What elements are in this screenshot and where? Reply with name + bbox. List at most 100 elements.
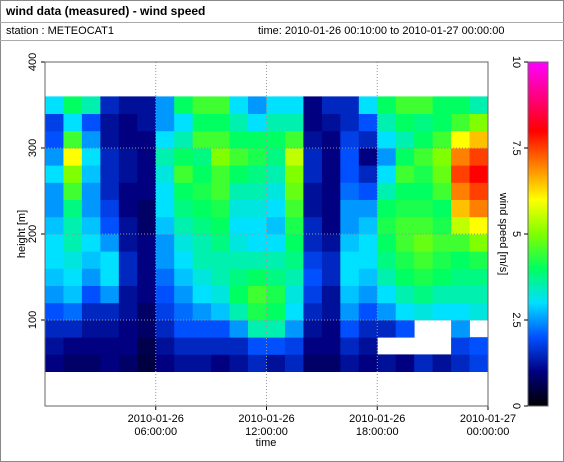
heat-cell [266, 148, 286, 166]
heat-cell [266, 182, 286, 200]
heat-cell [321, 216, 341, 235]
heat-cell [395, 302, 415, 321]
heat-cell [303, 251, 323, 269]
heat-cell [100, 113, 120, 132]
heat-cell [155, 337, 175, 355]
heat-cell [45, 320, 64, 338]
heat-cell [229, 182, 249, 200]
heat-cell [192, 354, 212, 372]
heat-cell [248, 199, 267, 218]
heat-cell [155, 130, 175, 149]
heat-cell [45, 234, 64, 252]
heat-cell [377, 199, 397, 218]
heat-cell [229, 216, 249, 235]
heat-cell [340, 199, 360, 218]
heat-cell [266, 320, 286, 338]
heat-cell [63, 302, 83, 321]
colorbar-label: wind speed [m/s] [497, 192, 509, 276]
heat-cell [451, 182, 470, 200]
heat-cell [469, 285, 489, 304]
heat-cell [63, 320, 83, 338]
heat-cell [81, 148, 101, 166]
heat-cell [321, 182, 341, 200]
heat-cell [469, 130, 489, 149]
heat-cell [340, 148, 360, 166]
heat-cell [81, 285, 101, 304]
heat-cell [248, 216, 267, 235]
heat-cell [211, 199, 230, 218]
heat-cell [414, 216, 434, 235]
heat-cell [81, 251, 101, 269]
heat-cell [321, 251, 341, 269]
heat-cell [211, 182, 230, 200]
heat-cell [432, 285, 452, 304]
heat-cell [303, 199, 323, 218]
heat-cell [100, 251, 120, 269]
heat-cell [192, 251, 212, 269]
heat-cell [451, 199, 470, 218]
heat-cell [192, 165, 212, 183]
heat-cell [432, 251, 452, 269]
heat-cell [340, 96, 360, 114]
heat-cell [432, 113, 452, 132]
heat-cell [469, 251, 489, 269]
heat-cell [63, 165, 83, 183]
heat-cell [100, 337, 120, 355]
heat-cell [469, 216, 489, 235]
heat-cell [303, 130, 323, 149]
heat-cell [377, 302, 397, 321]
heat-cell [192, 182, 212, 200]
heat-cell [377, 285, 397, 304]
heat-cell [377, 182, 397, 200]
heat-cell [414, 130, 434, 149]
heat-cell [284, 302, 304, 321]
y-tick-label: 200 [27, 225, 39, 243]
heat-cell [469, 182, 489, 200]
heat-cell [192, 234, 212, 252]
heat-cell [192, 268, 212, 286]
heat-cell [192, 113, 212, 132]
heat-cell [414, 96, 434, 114]
heat-cell [451, 251, 470, 269]
heat-cell [414, 234, 434, 252]
heat-cell [155, 113, 175, 132]
heat-cell [248, 320, 267, 338]
heat-cell [377, 234, 397, 252]
heat-cell [395, 148, 415, 166]
heat-cell [137, 182, 157, 200]
y-tick-label: 300 [27, 139, 39, 157]
heat-cell [395, 320, 415, 338]
heat-cell [63, 130, 83, 149]
heat-cell [45, 302, 64, 321]
heat-cell [395, 268, 415, 286]
heat-cell [432, 130, 452, 149]
heat-cell [358, 285, 378, 304]
heat-cell [174, 234, 194, 252]
heat-cell [248, 354, 267, 372]
heat-cell [174, 216, 194, 235]
heat-cell [358, 320, 378, 338]
heat-cell [118, 268, 138, 286]
heat-cell [155, 320, 175, 338]
heat-cell [211, 285, 230, 304]
heat-cell [469, 268, 489, 286]
heat-cell [174, 354, 194, 372]
heat-cell [414, 354, 434, 372]
heat-cell [174, 285, 194, 304]
heat-cell [469, 354, 489, 372]
heat-cell [229, 320, 249, 338]
heat-cell [248, 234, 267, 252]
heat-cell [137, 285, 157, 304]
heat-cell [284, 216, 304, 235]
colorbar-tick-label: 7.5 [510, 140, 522, 155]
heat-cell [266, 251, 286, 269]
heat-cell [414, 199, 434, 218]
heat-cell [451, 96, 470, 114]
heat-cell [414, 268, 434, 286]
heat-cell [395, 251, 415, 269]
heat-cell [118, 234, 138, 252]
heat-cell [340, 113, 360, 132]
heat-cell [266, 354, 286, 372]
heat-cell [137, 268, 157, 286]
